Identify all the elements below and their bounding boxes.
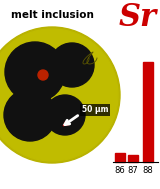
Text: 50 μm: 50 μm: [82, 105, 108, 115]
Circle shape: [0, 29, 118, 161]
Circle shape: [5, 42, 65, 102]
Text: 87: 87: [128, 166, 138, 175]
Bar: [128, 154, 138, 162]
Circle shape: [4, 89, 56, 141]
Text: 88: 88: [143, 166, 153, 175]
Text: 86: 86: [115, 166, 125, 175]
Circle shape: [50, 43, 94, 87]
Bar: [143, 62, 153, 162]
Text: melt inclusion: melt inclusion: [11, 10, 93, 20]
Circle shape: [38, 70, 48, 80]
Text: Sr: Sr: [119, 2, 157, 33]
Circle shape: [0, 27, 120, 163]
Circle shape: [45, 95, 85, 135]
Bar: [115, 153, 125, 162]
